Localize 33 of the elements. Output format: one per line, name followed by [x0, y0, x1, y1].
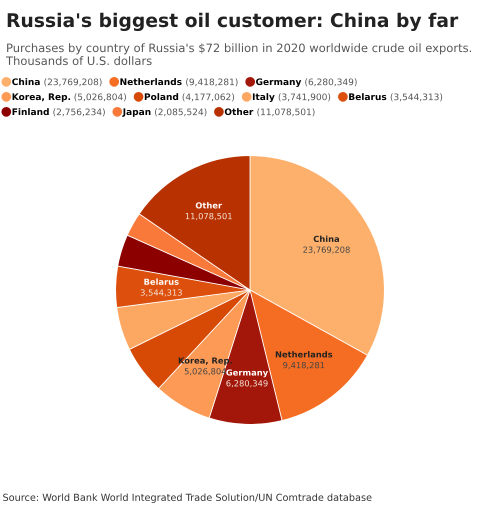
legend-label: Korea, Rep.: [12, 93, 70, 102]
text: (4,177,062): [182, 93, 234, 102]
chart-subtitle: Purchases by country of Russia's $72 billion in 2020 worldwide crude oil exports. Thousands of U.S. dollars: [6, 43, 472, 66]
text: (23,769,208): [44, 78, 102, 86]
legend-label: Germany: [256, 78, 302, 87]
text: (3,544,313): [390, 93, 442, 102]
legend-label: Italy: [252, 93, 275, 102]
text: (2,756,234): [53, 108, 105, 116]
slice-label: Germany: [226, 369, 268, 378]
source-note: Source: World Bank World Integrated Trade Solution/UN Comtrade database: [3, 493, 372, 503]
data-label: 9,418,281: [283, 362, 324, 370]
legend-label: Finland: [12, 108, 49, 116]
legend-label: Other: [224, 108, 254, 116]
legend-label: Netherlands: [120, 78, 182, 86]
data-label: 11,078,501: [186, 212, 232, 220]
text: (9,418,281): [186, 78, 238, 86]
legend-label: Poland: [144, 93, 178, 100]
chart-title: Russia's biggest oil customer: China by far: [8, 12, 458, 32]
legend-label: Japan: [122, 108, 150, 117]
legend-label: Belarus: [349, 93, 386, 100]
legend-label: China: [12, 78, 40, 86]
data-label: 6,280,349: [226, 380, 268, 388]
data-label: 23,769,208: [303, 246, 350, 254]
text: (5,026,804): [74, 93, 126, 102]
text: (6,280,349): [305, 78, 357, 86]
slice-label: China: [314, 236, 340, 242]
text: (3,741,900): [278, 93, 330, 102]
data-label: 3,544,313: [140, 289, 182, 296]
text: (11,078,501): [257, 108, 315, 116]
text: (2,085,524): [155, 108, 206, 116]
slice-label: Other: [196, 202, 222, 209]
slice-label: Netherlands: [276, 351, 332, 358]
slice-label: Belarus: [144, 278, 179, 285]
